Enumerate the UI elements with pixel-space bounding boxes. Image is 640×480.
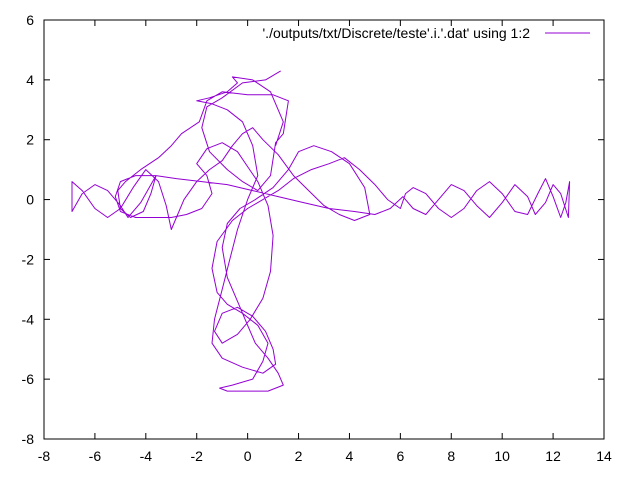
y-tick-label: 2 <box>26 132 34 148</box>
y-tick-label: 4 <box>26 72 34 88</box>
x-tick-label: 12 <box>545 448 561 464</box>
x-tick-label: 10 <box>494 448 510 464</box>
x-tick-label: 8 <box>447 448 455 464</box>
y-tick-label: -4 <box>22 311 35 327</box>
legend: './outputs/txt/Discrete/teste'.i.'.dat' … <box>263 25 590 41</box>
x-tick-label: -4 <box>140 448 153 464</box>
x-tick-label: -6 <box>89 448 102 464</box>
y-tick-label: -8 <box>22 431 35 447</box>
x-tick-label: -2 <box>191 448 204 464</box>
x-tick-label: 4 <box>346 448 354 464</box>
y-tick-label: -6 <box>22 371 35 387</box>
y-tick-label: 6 <box>26 12 34 28</box>
y-tick-label: 0 <box>26 192 34 208</box>
tick-labels: -8 -6 -4 -2 0 2 4 6 8 10 12 14 -8 -6 -4 -2 0 2 4 6 <box>22 12 612 464</box>
tick-marks <box>43 19 605 440</box>
legend-label: './outputs/txt/Discrete/teste'.i.'.dat' … <box>263 25 531 41</box>
x-tick-label: 0 <box>244 448 252 464</box>
x-tick-label: 6 <box>396 448 404 464</box>
y-tick-label: -2 <box>22 251 35 267</box>
x-tick-label: 14 <box>596 448 612 464</box>
series-line <box>71 70 571 392</box>
series-layer <box>71 70 571 392</box>
x-tick-label: 2 <box>295 448 303 464</box>
x-tick-label: -8 <box>38 448 51 464</box>
plot-frame <box>43 19 605 440</box>
